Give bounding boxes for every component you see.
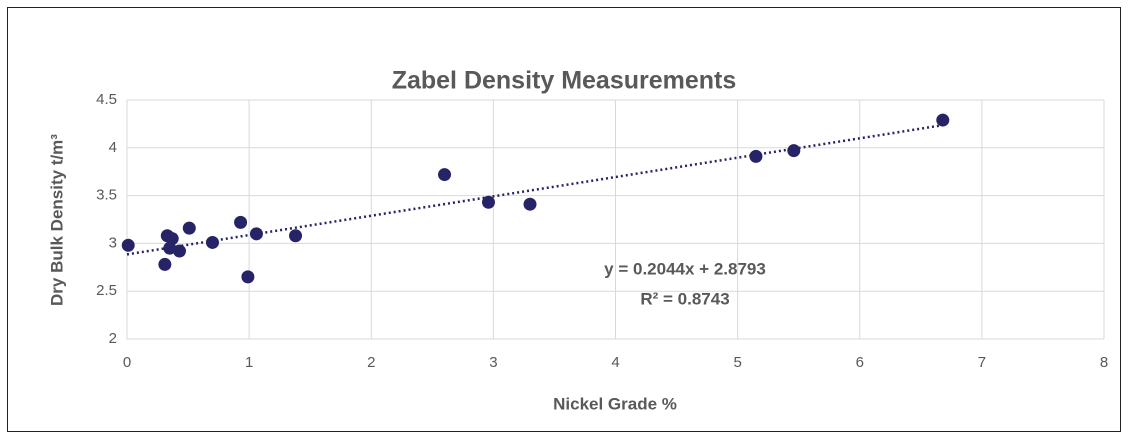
x-tick-label: 5 [733,354,741,371]
x-tick-label: 8 [1100,354,1108,371]
data-point [523,197,537,211]
x-axis-label: Nickel Grade % [553,394,677,413]
data-point [121,238,135,252]
x-tick-label: 4 [611,354,619,371]
data-point [205,235,219,249]
x-tick-label: 1 [245,354,253,371]
x-tick-label: 2 [367,354,375,371]
data-point [249,227,263,241]
chart-border [7,7,1121,432]
y-tick-label: 3 [109,234,117,251]
x-tick-label: 6 [856,354,864,371]
data-point [163,241,177,255]
data-point [173,244,187,258]
data-point [749,149,763,163]
chart-title: Zabel Density Measurements [392,67,737,95]
y-tick-label: 4.5 [96,91,117,108]
trendline-equation: y = 0.2044x + 2.8793 [604,259,766,278]
y-tick-label: 3.5 [96,187,117,204]
data-point [289,229,303,243]
data-point [234,215,248,229]
data-point [481,195,495,209]
data-point [438,168,452,182]
data-point [936,113,950,127]
y-tick-label: 2.5 [96,282,117,299]
trendline-r-squared: R² = 0.8743 [640,289,729,308]
x-tick-label: 7 [978,354,986,371]
data-point [182,221,196,235]
data-point [241,270,255,284]
data-point [158,257,172,271]
x-tick-label: 0 [123,354,131,371]
data-point [787,144,801,158]
y-tick-label: 4 [109,139,117,156]
y-tick-label: 2 [109,330,117,347]
y-axis-label: Dry Bulk Density t/m³ [47,134,66,306]
x-tick-label: 3 [489,354,497,371]
